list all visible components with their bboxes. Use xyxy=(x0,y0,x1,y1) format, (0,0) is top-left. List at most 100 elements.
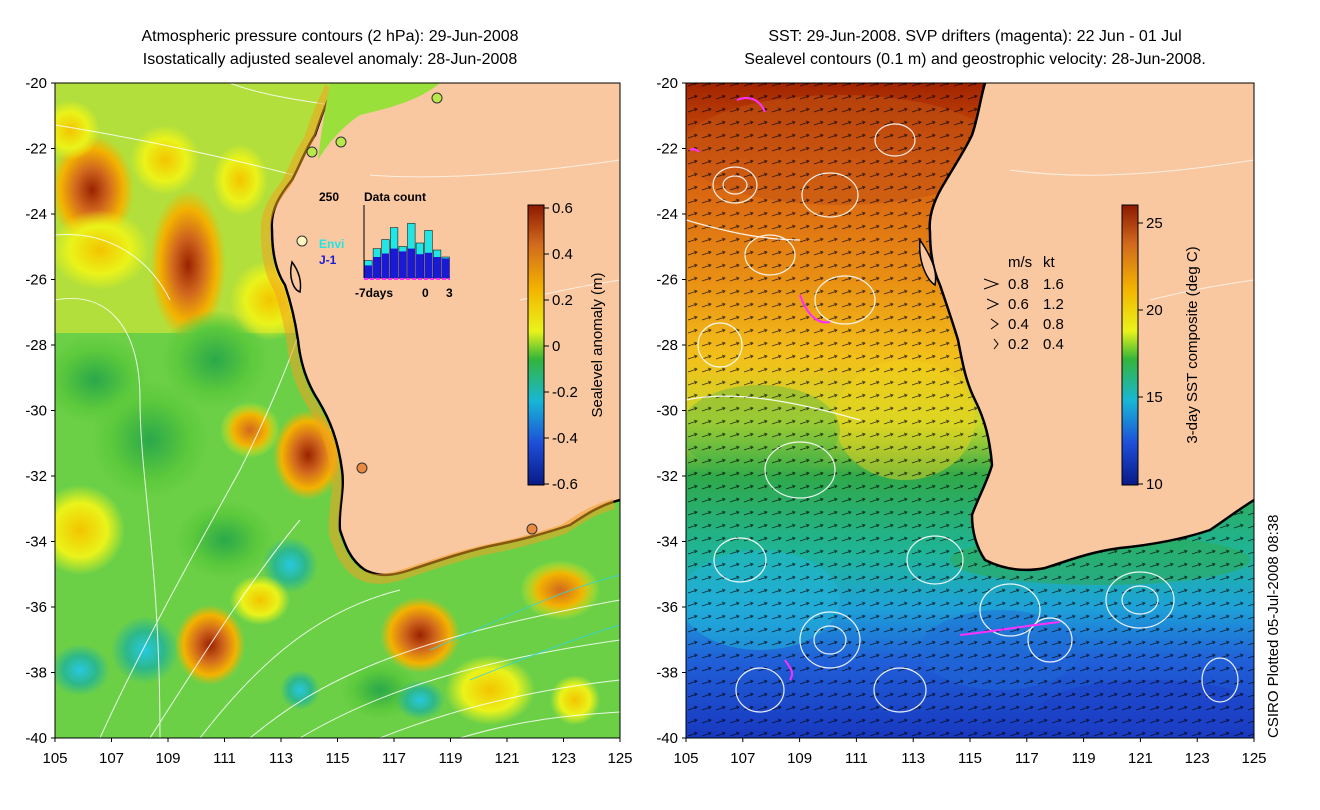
y-tick-label: -26 xyxy=(25,272,47,289)
inset-x-left: -7days xyxy=(355,286,393,300)
inset-bar-j1 xyxy=(381,253,390,278)
inset-bar-j1 xyxy=(373,257,381,278)
colorbar-tick-label: 25 xyxy=(1146,215,1163,232)
legend-kt: 0.4 xyxy=(1043,336,1064,353)
inset-bar-j1 xyxy=(433,257,441,278)
right-land xyxy=(929,83,1254,570)
inset-bar-j1 xyxy=(424,252,433,278)
inset-count-label: 250 xyxy=(319,190,339,204)
y-tick-label: -38 xyxy=(656,665,678,682)
y-tick-label: -20 xyxy=(25,75,47,92)
x-tick-label: 105 xyxy=(673,750,698,767)
x-tick-label: 121 xyxy=(1128,750,1153,767)
legend-ms: 0.8 xyxy=(1008,276,1029,293)
x-tick-label: 119 xyxy=(439,750,463,767)
x-tick-label: 111 xyxy=(213,750,236,767)
y-tick-label: -30 xyxy=(25,403,47,420)
legend-ms: 0.6 xyxy=(1008,296,1029,313)
y-tick-label: -20 xyxy=(656,75,678,92)
inset-x-mid: 0 xyxy=(422,286,429,300)
x-tick-label: 109 xyxy=(155,750,180,767)
x-tick-label: 109 xyxy=(787,750,812,767)
y-tick-label: -32 xyxy=(656,468,678,485)
left-colorbar: 0.6 0.4 0.2 0 -0.2 -0.4 -0.6 Sealevel anomaly … xyxy=(527,200,606,493)
inset-bar-j1 xyxy=(398,251,407,278)
y-tick-label: -36 xyxy=(656,599,678,616)
x-tick-label: 115 xyxy=(326,750,350,767)
inset-x-right: 3 xyxy=(446,286,453,300)
y-tick-label: -36 xyxy=(25,599,47,616)
legend-ms: 0.4 xyxy=(1008,316,1029,333)
x-tick-label: 111 xyxy=(845,750,868,767)
x-tick-label: 115 xyxy=(958,750,982,767)
y-tick-label: -22 xyxy=(25,141,47,158)
y-tick-label: -38 xyxy=(25,665,47,682)
x-tick-label: 125 xyxy=(1241,750,1266,767)
colorbar-tick-label: 10 xyxy=(1146,476,1163,493)
right-colorbar-label: 3-day SST composite (deg C) xyxy=(1184,246,1201,443)
y-tick-label: -24 xyxy=(25,206,47,223)
legend-kt: 1.2 xyxy=(1043,296,1064,313)
left-y-axis: -20 -22 -24 -26 -28 -30 -32 -34 -36 -38 -40 xyxy=(25,75,55,747)
colorbar-tick-label: 0 xyxy=(552,338,560,355)
y-tick-label: -28 xyxy=(656,337,678,354)
inset-bar-j1 xyxy=(441,258,450,278)
y-tick-label: -22 xyxy=(656,141,678,158)
x-tick-label: 113 xyxy=(269,750,293,767)
x-tick-label: 113 xyxy=(901,750,925,767)
x-tick-label: 121 xyxy=(494,750,519,767)
right-title-line1: SST: 29-Jun-2008. SVP drifters (magenta)… xyxy=(768,28,1182,45)
colorbar-tick-label: -0.6 xyxy=(552,476,578,493)
right-x-axis: 105 107 109 111 113 115 117 119 121 123 125 xyxy=(673,738,1267,767)
colorbar-tick-label: 0.6 xyxy=(552,200,573,217)
right-title-line2: Sealevel contours (0.1 m) and geostrophi… xyxy=(744,51,1206,68)
right-map-field xyxy=(686,83,1254,738)
left-title-line1: Atmospheric pressure contours (2 hPa): 2… xyxy=(141,28,519,45)
x-tick-label: 119 xyxy=(1072,750,1096,767)
legend-arrow xyxy=(990,318,999,330)
left-colorbar-label: Sealevel anomaly (m) xyxy=(589,272,606,417)
x-tick-label: 123 xyxy=(551,750,576,767)
y-tick-label: -28 xyxy=(25,337,47,354)
x-tick-label: 125 xyxy=(607,750,632,767)
right-colorbar: 25 20 15 10 3-day SST composite (deg C) xyxy=(1121,204,1201,493)
legend-header-ms: m/s xyxy=(1008,254,1032,271)
left-map-field xyxy=(55,83,620,738)
legend-header-kt: kt xyxy=(1043,254,1056,271)
inset-bars xyxy=(364,223,450,279)
x-tick-label: 107 xyxy=(99,750,124,767)
data-count-inset: 250 Data count Envi J-1 -7days 0 3 xyxy=(319,190,453,300)
legend-kt: 1.6 xyxy=(1043,276,1064,293)
inset-title: Data count xyxy=(364,190,426,204)
colorbar-tick-label: -0.2 xyxy=(552,384,578,401)
right-y-axis: -20 -22 -24 -26 -28 -30 -32 -34 -36 -38 -40 xyxy=(656,75,686,747)
y-tick-label: -34 xyxy=(656,534,678,551)
x-tick-label: 117 xyxy=(1015,750,1039,767)
legend-arrow xyxy=(986,298,1000,310)
x-tick-label: 105 xyxy=(42,750,67,767)
y-tick-label: -34 xyxy=(25,534,47,551)
y-tick-label: -40 xyxy=(656,730,678,747)
legend-arrow xyxy=(983,278,1000,290)
inset-bar-j1 xyxy=(364,265,373,278)
x-tick-label: 117 xyxy=(382,750,406,767)
inset-bar-j1 xyxy=(416,254,424,278)
y-tick-label: -26 xyxy=(656,272,678,289)
colorbar-tick-label: -0.4 xyxy=(552,430,578,447)
inset-envi-label: Envi xyxy=(319,237,344,251)
inset-bar-j1 xyxy=(407,248,416,278)
y-tick-label: -32 xyxy=(25,468,47,485)
x-tick-label: 107 xyxy=(730,750,755,767)
y-tick-label: -30 xyxy=(656,403,678,420)
colorbar-tick-label: 20 xyxy=(1146,302,1163,319)
y-tick-label: -24 xyxy=(656,206,678,223)
colorbar-tick-label: 15 xyxy=(1146,389,1163,406)
velocity-legend: m/s kt 0.8 1.6 0.6 1.2 0.4 0.8 0.2 0.4 xyxy=(983,254,1064,353)
colorbar-tick-label: 0.2 xyxy=(552,292,573,309)
left-title-line2: Isostatically adjusted sealevel anomaly:… xyxy=(142,51,518,68)
y-tick-label: -40 xyxy=(25,730,47,747)
inset-j1-label: J-1 xyxy=(319,253,337,267)
left-x-axis: 105 107 109 111 113 115 117 119 121 123 125 xyxy=(42,738,633,767)
